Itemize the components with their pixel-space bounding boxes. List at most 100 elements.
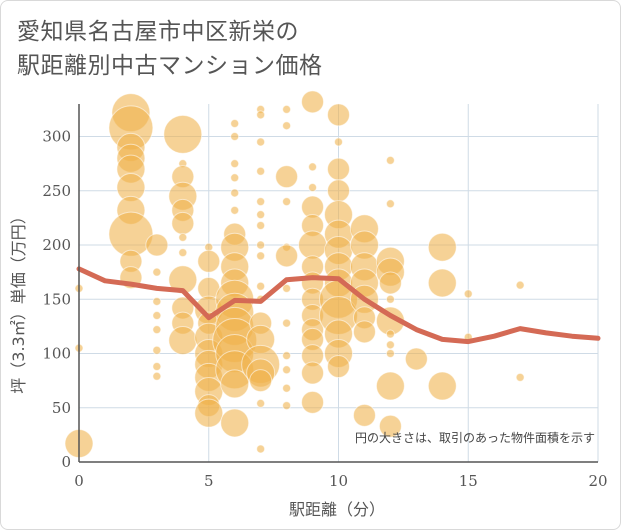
y-tick-label: 250 <box>42 182 71 200</box>
bubble-point <box>463 289 473 299</box>
bubble-point <box>282 283 292 293</box>
bubble-point <box>327 179 350 203</box>
bubble-series <box>64 90 525 459</box>
bubble-point <box>275 244 299 268</box>
bubble-point <box>378 414 402 438</box>
bubble-size-note: 円の大きさは、取引のあった物件面積を示す <box>355 430 595 445</box>
bubble-point <box>256 110 266 120</box>
bubble-point <box>352 403 376 427</box>
bubble-point <box>230 132 240 142</box>
bubble-point <box>385 199 395 209</box>
bubble-point <box>308 162 318 172</box>
bubble-point <box>385 349 395 359</box>
bubble-point <box>515 372 525 382</box>
bubble-point <box>152 345 162 355</box>
bubble-point <box>282 351 292 361</box>
x-tick-labels: 0 5 10 15 20 <box>74 472 607 490</box>
bubble-point <box>256 197 266 207</box>
bubble-point <box>152 362 162 372</box>
bubble-point <box>152 296 162 306</box>
y-tick-label: 50 <box>52 399 71 417</box>
bubble-point <box>282 383 292 393</box>
bubble-point <box>256 444 266 454</box>
chart-title-line-2: 駅距離別中古マンション価格 <box>17 53 323 79</box>
bubble-point <box>385 155 395 165</box>
bubble-point <box>301 390 325 414</box>
bubble-point <box>301 361 325 385</box>
bubble-point <box>427 268 457 298</box>
bubble-point <box>375 371 405 401</box>
bubble-point <box>404 347 428 371</box>
bubble-point <box>282 318 292 328</box>
y-tick-label: 0 <box>61 453 71 471</box>
y-tick-label: 150 <box>42 290 71 308</box>
x-tick-label: 15 <box>459 472 478 490</box>
bubble-point <box>230 188 240 198</box>
bubble-point <box>334 137 343 147</box>
bubble-point <box>327 157 350 181</box>
bubble-point <box>152 371 162 381</box>
y-tick-labels: 0 50 100 150 200 250 300 <box>42 128 71 471</box>
bubble-point <box>145 233 169 257</box>
x-tick-label: 5 <box>204 472 214 490</box>
x-tick-label: 20 <box>588 472 607 490</box>
x-tick-label: 0 <box>74 472 84 490</box>
bubble-point <box>282 121 292 131</box>
bubble-point <box>178 248 188 258</box>
bubble-point <box>327 103 350 127</box>
bubble-point <box>385 294 395 304</box>
bubble-point <box>249 369 273 393</box>
y-axis-label: 坪（3.3㎡）単価（万円） <box>9 208 28 393</box>
bubble-point <box>230 119 240 129</box>
bubble-point <box>197 249 221 273</box>
bubble-point <box>194 398 224 428</box>
bubble-point <box>171 211 195 235</box>
bubble-point <box>152 311 162 321</box>
bubble-point <box>282 401 292 411</box>
chart-title-line-1: 愛知県名古屋市中区新栄の <box>17 19 299 45</box>
bubble-point <box>385 340 395 350</box>
bubble-point <box>427 371 457 401</box>
bubble-point <box>298 230 328 260</box>
bubble-point <box>301 90 325 114</box>
average-price-line <box>76 266 601 345</box>
bubble-point <box>230 159 240 169</box>
bubble-point <box>220 369 250 399</box>
bubble-point <box>256 210 266 220</box>
bubble-point <box>230 205 240 215</box>
bubble-point <box>256 281 266 291</box>
bubble-point <box>256 137 266 147</box>
y-tick-label: 100 <box>42 345 71 363</box>
bubble-point <box>163 114 203 154</box>
bubble-point <box>256 166 266 176</box>
bubble-point <box>178 232 188 242</box>
plot-axes <box>78 104 598 463</box>
bubble-point <box>152 267 162 277</box>
bubble-point <box>256 251 266 261</box>
bubble-point <box>275 165 299 189</box>
bubble-point <box>282 365 292 375</box>
bubble-point <box>152 325 162 335</box>
x-tick-label: 10 <box>329 472 348 490</box>
bubble-point <box>515 280 525 290</box>
bubble-point <box>385 329 395 339</box>
bubble-point <box>352 320 376 344</box>
y-tick-label: 200 <box>42 236 71 254</box>
bubble-point <box>256 221 266 231</box>
bubble-point <box>220 408 250 438</box>
bubble-point <box>230 173 240 183</box>
y-tick-label: 300 <box>42 128 71 146</box>
x-axis-label: 駅距離（分） <box>289 500 385 519</box>
bubble-point <box>378 271 402 295</box>
bubble-point <box>256 398 266 408</box>
chart-title: 愛知県名古屋市中区新栄の 駅距離別中古マンション価格 <box>17 15 323 83</box>
bubble-point <box>327 355 350 379</box>
bubble-point <box>282 197 292 207</box>
bubble-point <box>282 104 292 114</box>
bubble-point <box>256 240 266 250</box>
bubble-point <box>168 325 198 355</box>
bubble-point <box>427 232 457 262</box>
bubble-point <box>308 183 318 193</box>
